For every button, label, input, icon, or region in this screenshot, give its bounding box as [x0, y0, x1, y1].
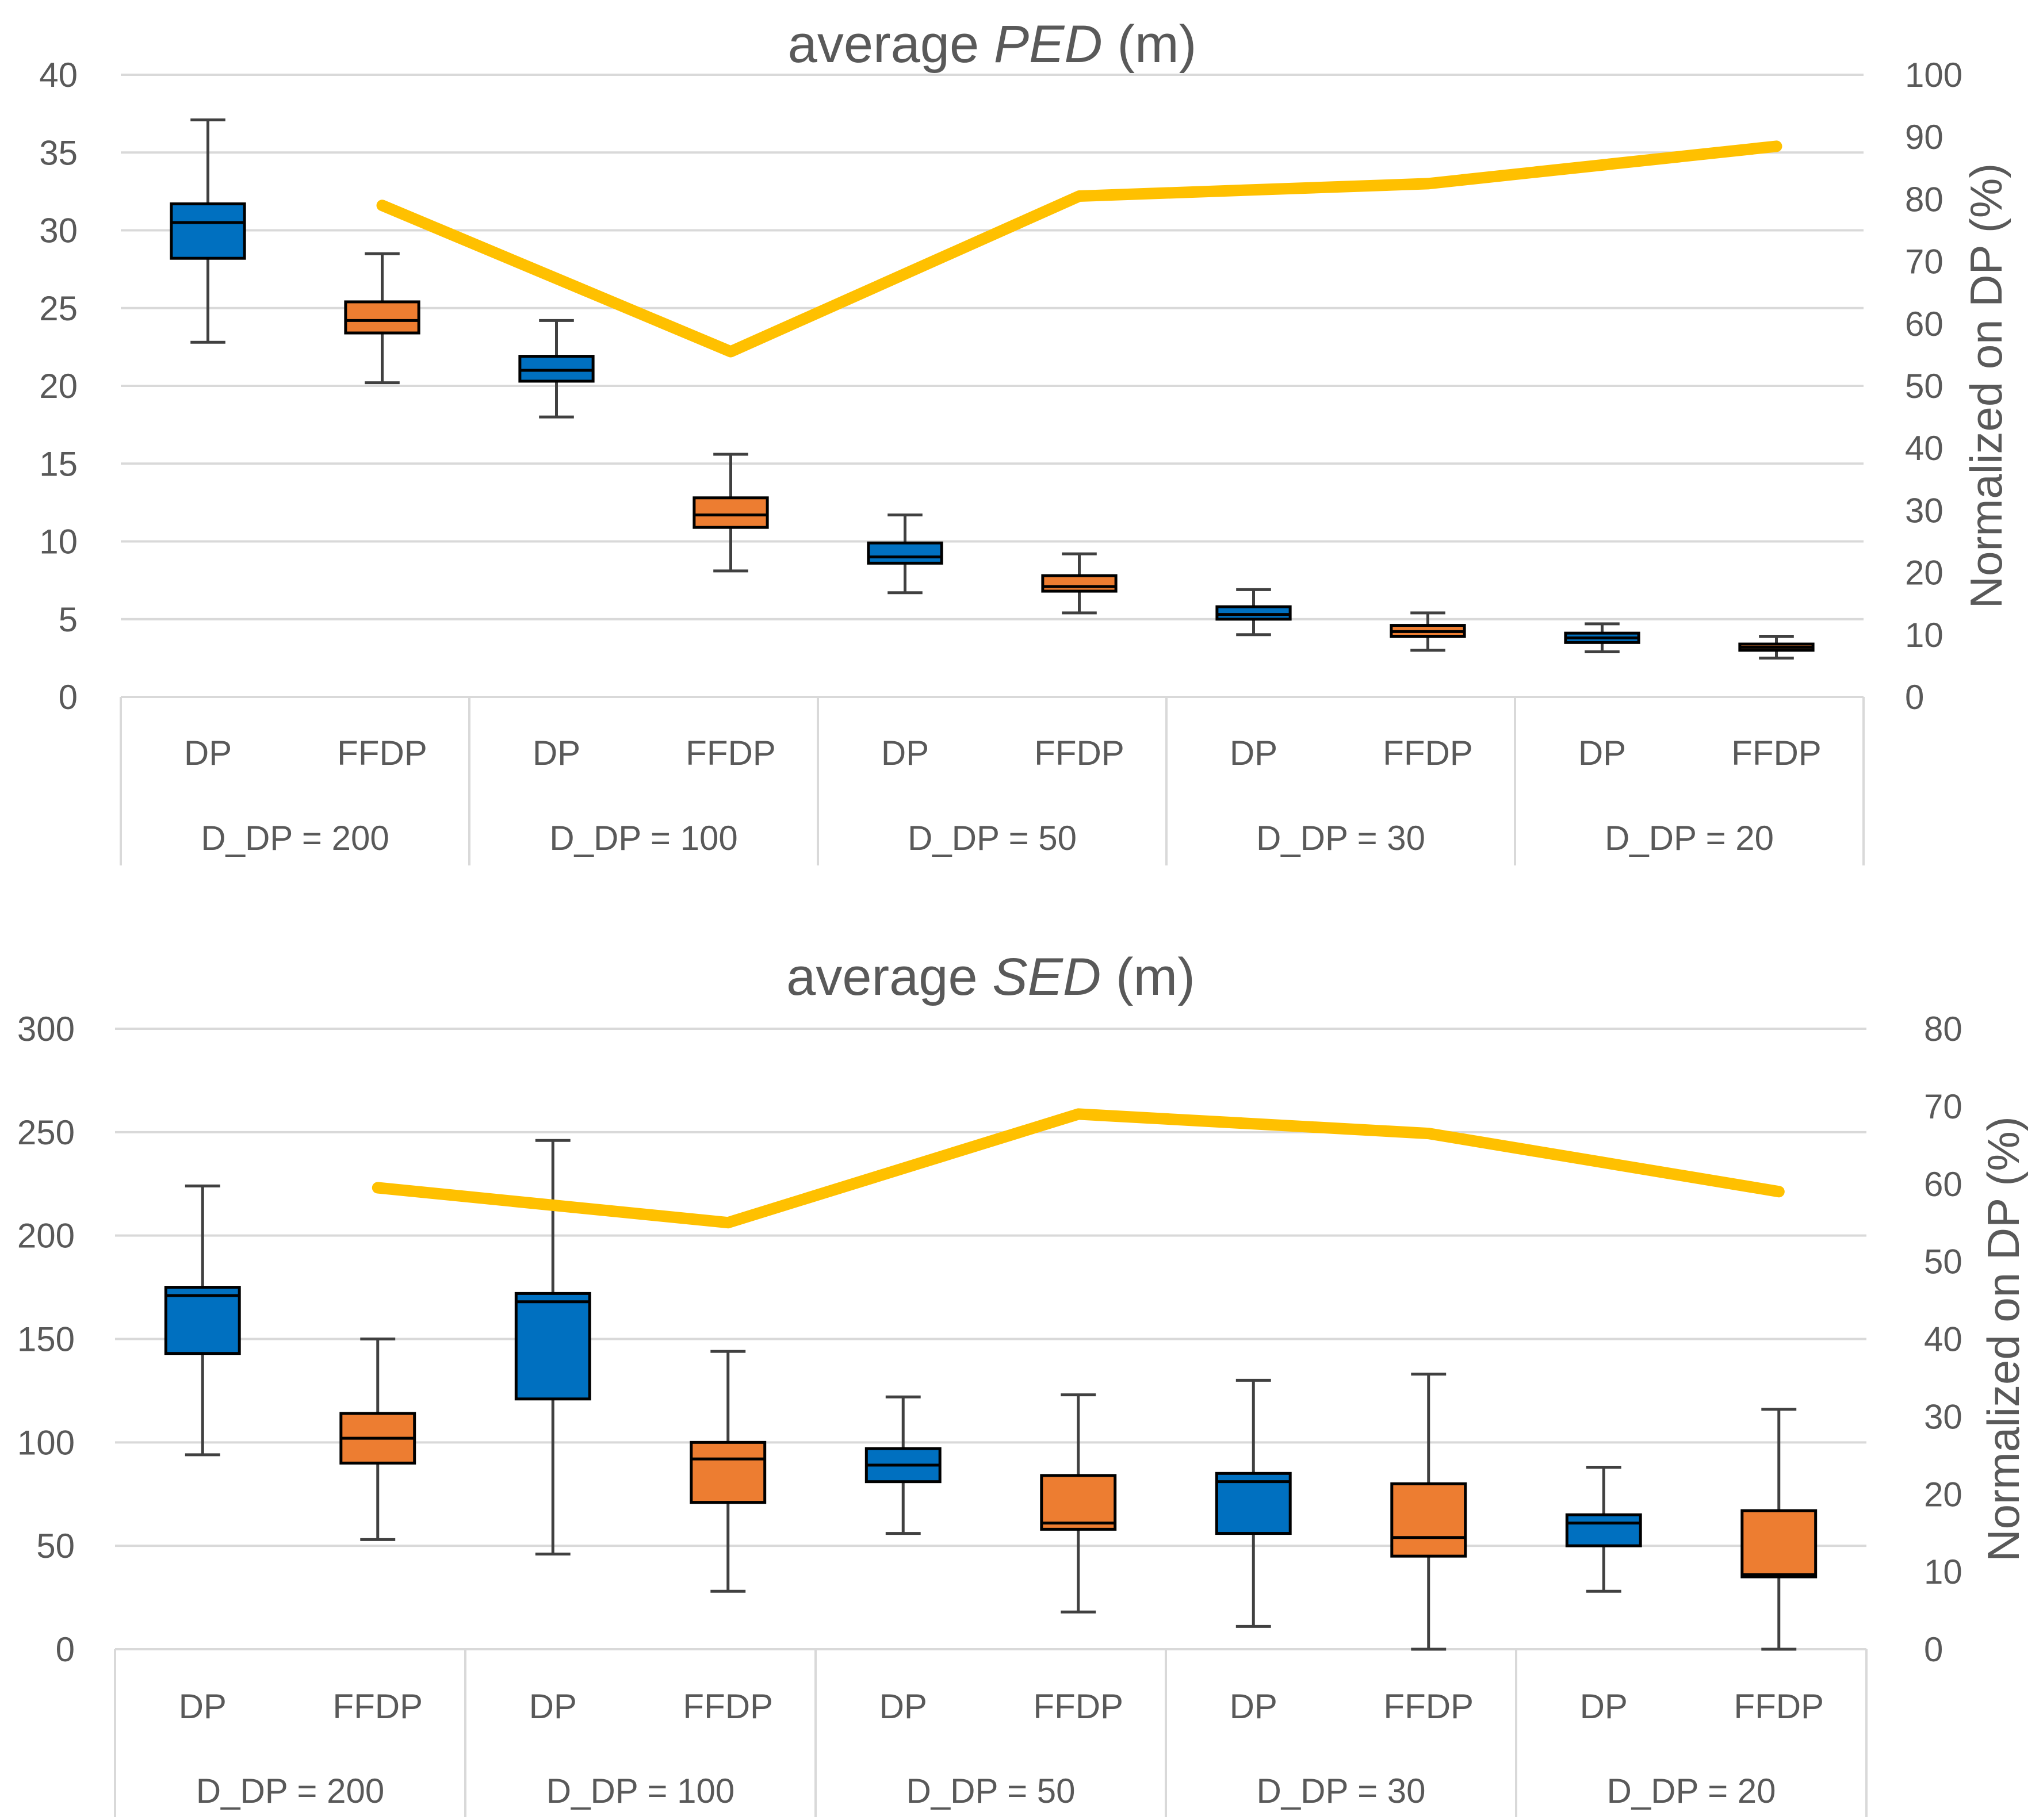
chart-title-unit: (m) [1101, 948, 1195, 1006]
group-label: D_DP = 30 [1256, 819, 1425, 857]
method-label: DP [881, 734, 929, 772]
right-axis-tick: 60 [1924, 1165, 1962, 1204]
right-axis-tick: 70 [1905, 243, 1943, 281]
method-label: DP [184, 734, 232, 772]
chart-title-unit: (m) [1103, 15, 1196, 74]
right-axis-tick: 50 [1905, 367, 1943, 405]
method-label: DP [179, 1687, 227, 1726]
method-label: FFDP [1383, 734, 1473, 772]
chart-title: average PED (m) [788, 15, 1197, 74]
method-label: FFDP [683, 1687, 773, 1726]
ped-chart: average PED (m) 0 5 10 15 20 25 30 35 40 0 10 20 30 40… [39, 15, 2011, 865]
method-label: FFDP [1734, 1687, 1824, 1726]
box-dp [164, 1286, 241, 1355]
left-axis-tick: 0 [59, 678, 78, 716]
chart-title-metric: PED [994, 15, 1103, 74]
method-label: FFDP [1731, 734, 1822, 772]
left-axis-tick: 25 [39, 289, 78, 328]
box-dp [1215, 1472, 1292, 1535]
sed-chart: average SED (m) 0 50 100 150 200 250 300 0 10 20 30… [17, 948, 2029, 1817]
box-dp [518, 355, 595, 383]
box-ffdp [1040, 1474, 1117, 1531]
right-axis-tick: 50 [1924, 1243, 1962, 1281]
method-label: DP [533, 734, 580, 772]
group-label: D_DP = 200 [196, 1772, 384, 1810]
right-axis-tick: 80 [1924, 1010, 1962, 1048]
box-ffdp [690, 1440, 767, 1504]
right-axis-tick: 30 [1905, 491, 1943, 530]
right-axis-label: Normalized on DP (%) [1978, 1116, 2029, 1561]
chart-title: average SED (m) [786, 948, 1195, 1006]
right-axis-tick: 90 [1905, 118, 1943, 156]
box-ffdp [693, 496, 769, 529]
method-label: DP [1580, 1687, 1628, 1726]
left-axis-tick: 35 [39, 133, 78, 172]
left-axis-tick: 0 [56, 1630, 75, 1669]
box-ffdp [1041, 574, 1118, 593]
right-axis-tick: 40 [1924, 1320, 1962, 1359]
normalized-line [376, 140, 1782, 358]
box-dp [1565, 1513, 1642, 1547]
method-label: FFDP [1034, 734, 1124, 772]
left-axis-tick: 40 [39, 56, 78, 94]
method-label: DP [1230, 734, 1277, 772]
normalized-line [372, 1108, 1785, 1229]
box-dp [867, 541, 943, 565]
left-axis-tick: 20 [39, 367, 78, 405]
right-axis-tick: 100 [1905, 56, 1962, 94]
left-axis-tick: 150 [17, 1320, 75, 1359]
group-label: D_DP = 50 [906, 1772, 1075, 1810]
left-axis-tick: 15 [39, 445, 78, 483]
right-axis-tick: 10 [1924, 1553, 1962, 1591]
method-label: FFDP [1033, 1687, 1123, 1726]
group-label: D_DP = 20 [1605, 819, 1774, 857]
box-dp [170, 202, 246, 260]
left-axis-tick: 30 [39, 212, 78, 250]
left-axis-tick: 50 [36, 1527, 75, 1565]
group-label: D_DP = 20 [1606, 1772, 1776, 1810]
right-axis-tick: 80 [1905, 180, 1943, 219]
chart-title-metric: SED [992, 948, 1101, 1006]
box-ffdp [1390, 1482, 1467, 1558]
left-axis-tick: 5 [59, 600, 78, 639]
left-axis-tick: 100 [17, 1423, 75, 1462]
method-label: FFDP [337, 734, 427, 772]
method-label: DP [529, 1687, 577, 1726]
left-axis-tick: 250 [17, 1113, 75, 1152]
method-label: FFDP [332, 1687, 423, 1726]
group-label: D_DP = 200 [201, 819, 389, 857]
right-axis-tick: 40 [1905, 429, 1943, 468]
group-label: D_DP = 100 [546, 1772, 734, 1810]
right-axis-tick: 10 [1905, 616, 1943, 654]
right-axis-label: Normalized on DP (%) [1961, 163, 2011, 608]
left-axis-tick: 10 [39, 523, 78, 561]
box-dp [1215, 605, 1292, 621]
right-axis-tick: 70 [1924, 1087, 1962, 1126]
left-axis-tick: 300 [17, 1010, 75, 1048]
right-axis-tick: 20 [1905, 554, 1943, 592]
box-ffdp [1740, 1509, 1818, 1578]
method-label: DP [1578, 734, 1626, 772]
right-axis-tick: 30 [1924, 1397, 1962, 1436]
method-label: DP [879, 1687, 927, 1726]
right-axis-tick: 60 [1905, 305, 1943, 343]
chart-title-prefix: average [788, 15, 994, 74]
method-label: DP [1230, 1687, 1277, 1726]
method-label: FFDP [686, 734, 776, 772]
group-label: D_DP = 50 [908, 819, 1077, 857]
box-dp [514, 1292, 591, 1401]
right-axis-tick: 0 [1905, 678, 1924, 716]
right-axis-tick: 0 [1924, 1630, 1943, 1669]
group-label: D_DP = 30 [1256, 1772, 1425, 1810]
left-axis-tick: 200 [17, 1217, 75, 1255]
method-label: FFDP [1383, 1687, 1474, 1726]
right-axis-tick: 20 [1924, 1475, 1962, 1514]
chart-title-prefix: average [786, 948, 992, 1006]
box-ffdp [344, 300, 420, 335]
group-label: D_DP = 100 [549, 819, 737, 857]
